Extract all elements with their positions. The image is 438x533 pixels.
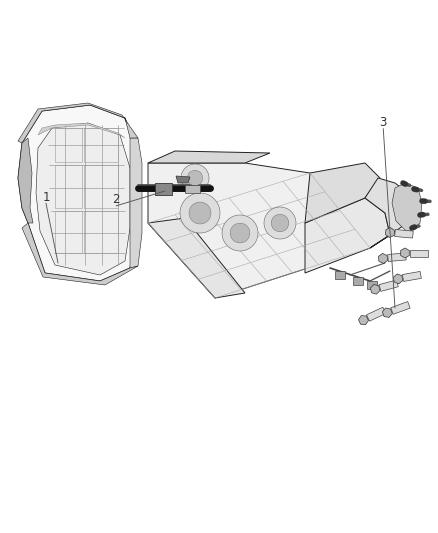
Polygon shape <box>305 163 380 223</box>
Circle shape <box>180 193 220 233</box>
Polygon shape <box>365 178 415 248</box>
Circle shape <box>264 207 296 239</box>
Polygon shape <box>392 183 422 233</box>
Circle shape <box>181 164 209 192</box>
Polygon shape <box>18 105 135 281</box>
Polygon shape <box>18 103 138 143</box>
Polygon shape <box>379 280 398 292</box>
Circle shape <box>230 223 250 243</box>
Polygon shape <box>148 218 245 298</box>
Polygon shape <box>22 223 138 285</box>
Polygon shape <box>391 302 410 314</box>
Polygon shape <box>393 274 403 284</box>
Polygon shape <box>305 198 390 273</box>
Polygon shape <box>358 316 368 325</box>
Polygon shape <box>130 138 142 268</box>
Circle shape <box>187 171 203 185</box>
Polygon shape <box>382 308 392 318</box>
Circle shape <box>189 202 211 224</box>
Polygon shape <box>155 183 172 195</box>
Text: 2: 2 <box>112 193 120 206</box>
Polygon shape <box>388 253 406 262</box>
Polygon shape <box>403 271 421 281</box>
Circle shape <box>271 214 289 232</box>
Polygon shape <box>367 307 386 321</box>
Polygon shape <box>367 281 377 289</box>
Text: 3: 3 <box>380 116 387 129</box>
Polygon shape <box>385 228 395 238</box>
Polygon shape <box>401 248 410 258</box>
Text: 1: 1 <box>42 191 50 204</box>
Circle shape <box>222 215 258 251</box>
Polygon shape <box>378 254 388 263</box>
Polygon shape <box>148 163 370 298</box>
Polygon shape <box>176 176 190 183</box>
Polygon shape <box>38 123 125 138</box>
Polygon shape <box>371 285 380 294</box>
Polygon shape <box>335 271 345 279</box>
Polygon shape <box>36 123 130 275</box>
Polygon shape <box>185 185 200 193</box>
Polygon shape <box>353 277 363 285</box>
Polygon shape <box>395 230 413 238</box>
Polygon shape <box>148 151 270 163</box>
Polygon shape <box>410 249 428 256</box>
Polygon shape <box>18 138 33 223</box>
